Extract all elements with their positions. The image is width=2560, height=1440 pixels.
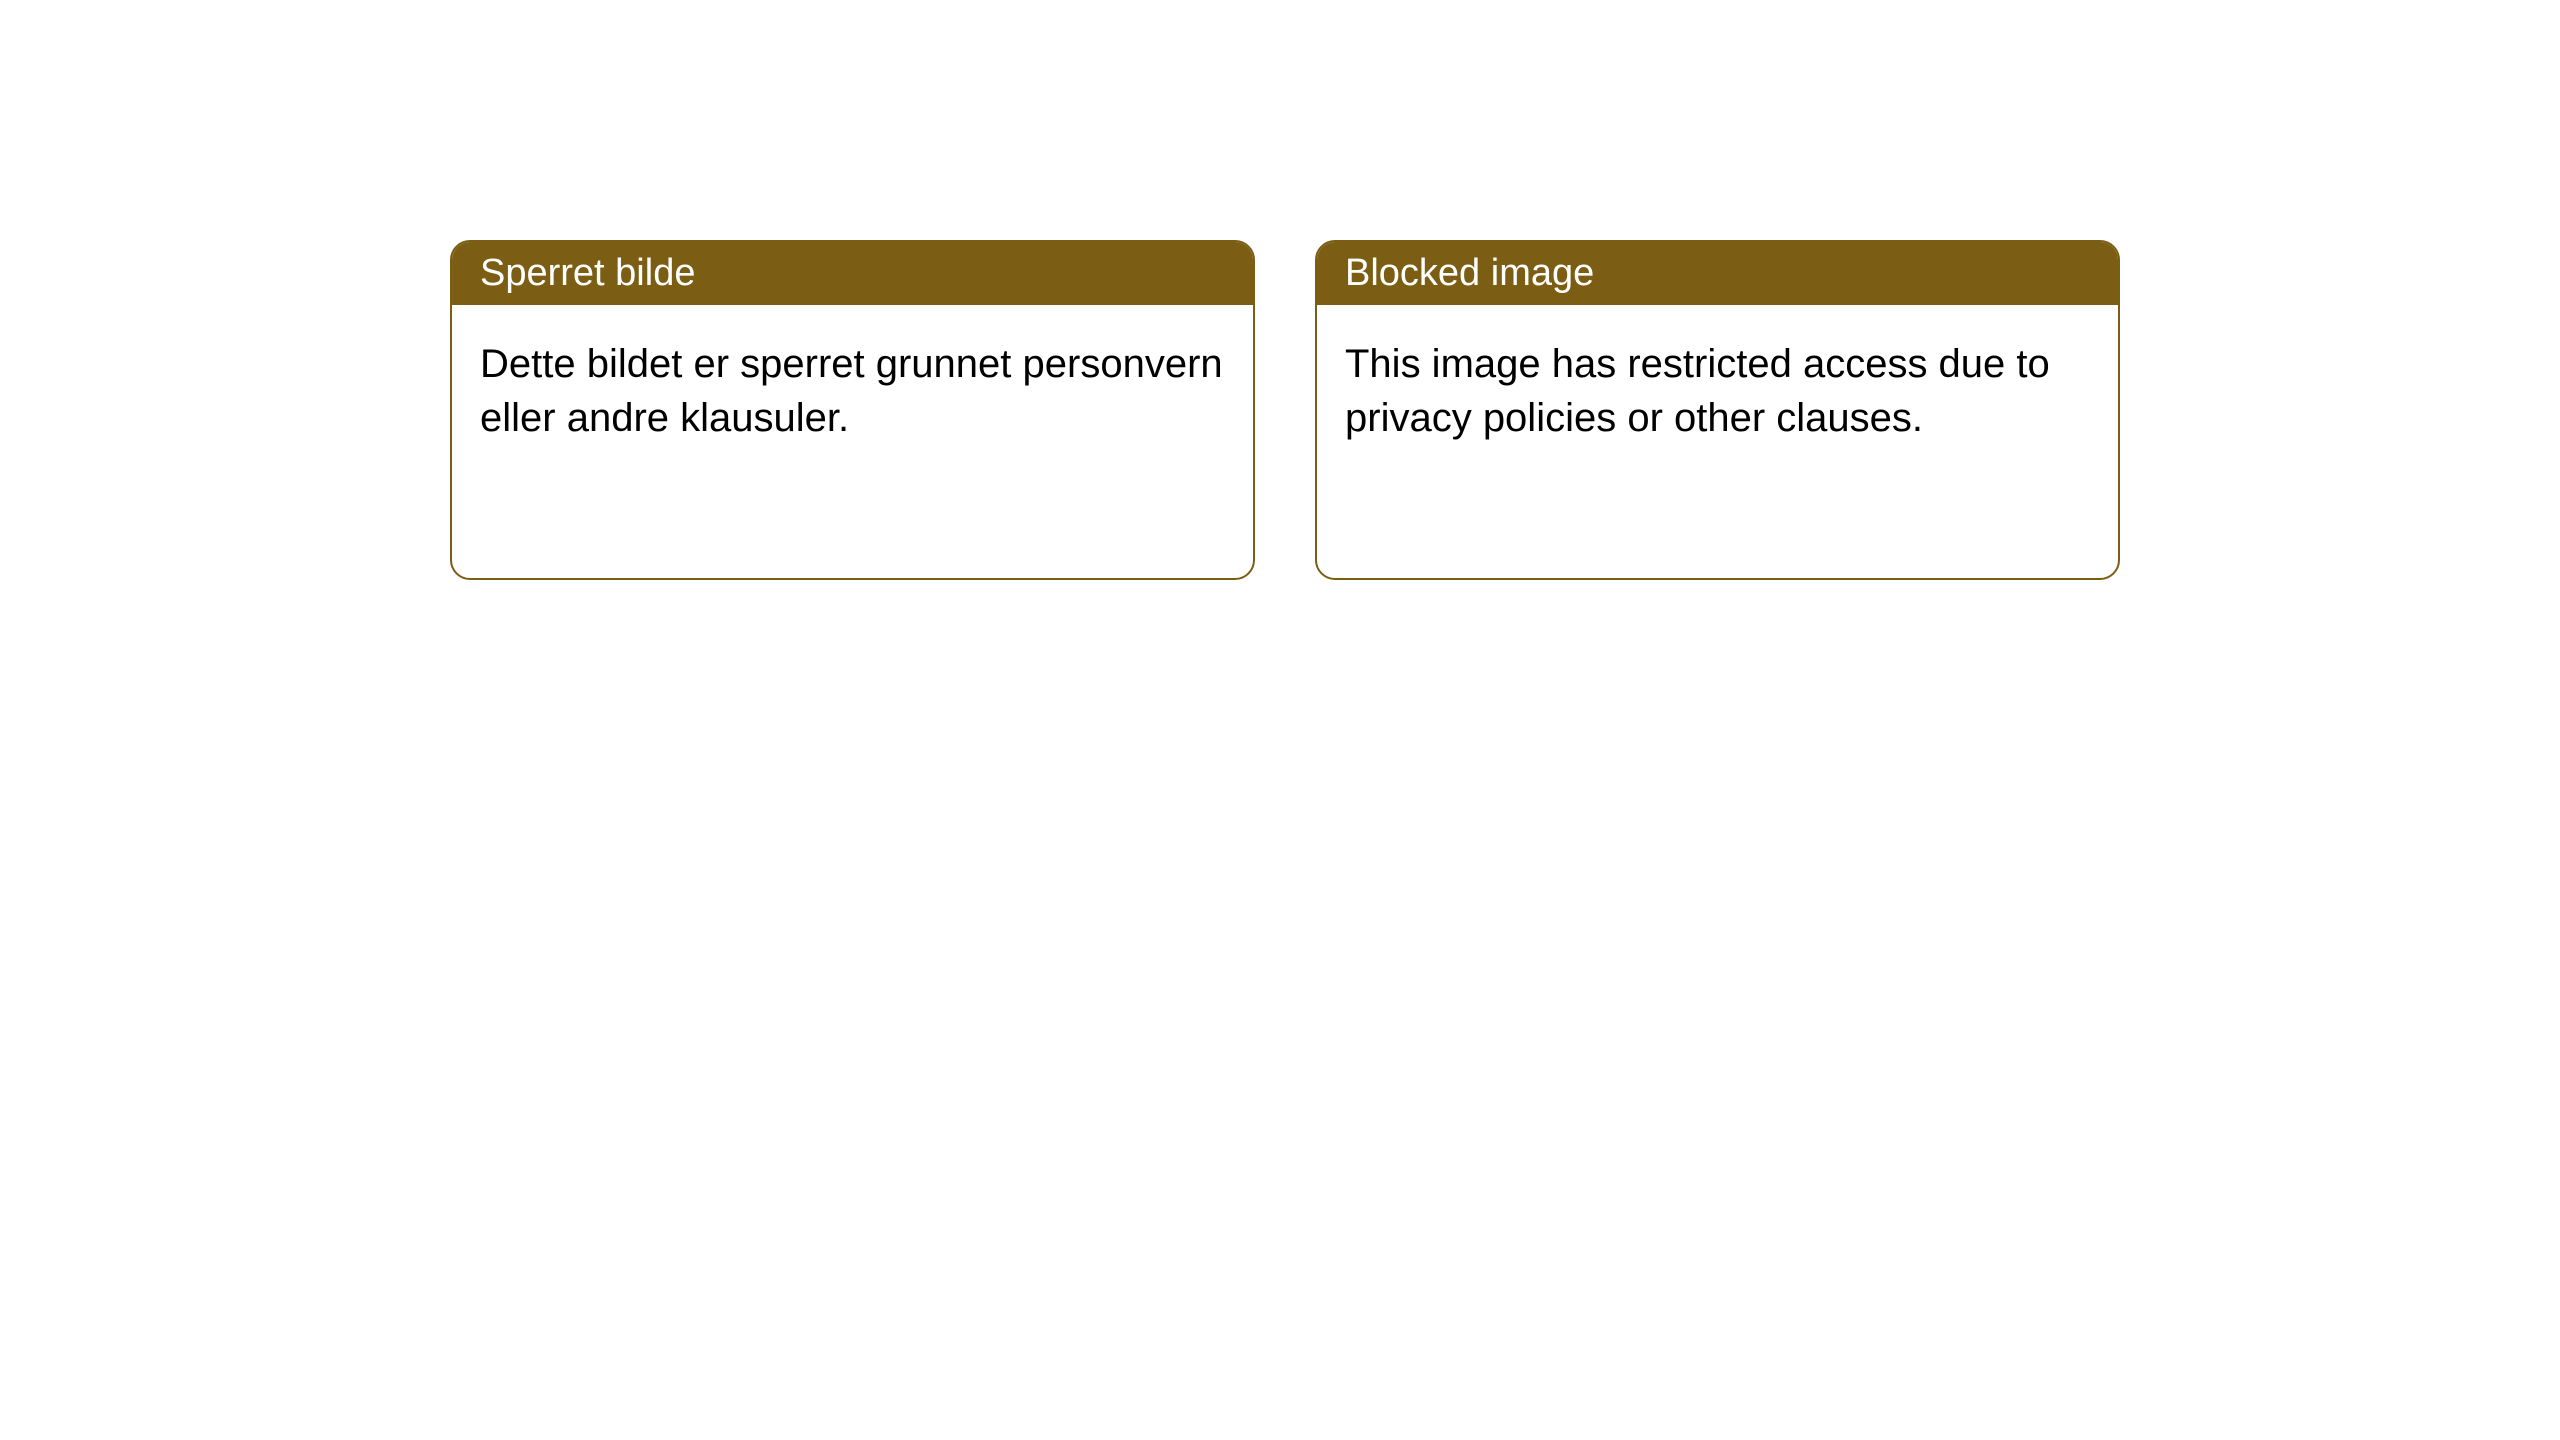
notice-header-no: Sperret bilde [452, 242, 1253, 305]
notice-text-no: Dette bildet er sperret grunnet personve… [480, 342, 1223, 440]
notice-card-en: Blocked image This image has restricted … [1315, 240, 2120, 580]
notice-card-no: Sperret bilde Dette bildet er sperret gr… [450, 240, 1255, 580]
notice-header-en: Blocked image [1317, 242, 2118, 305]
notice-body-no: Dette bildet er sperret grunnet personve… [452, 305, 1253, 477]
notice-text-en: This image has restricted access due to … [1345, 342, 2050, 440]
notice-container: Sperret bilde Dette bildet er sperret gr… [0, 0, 2560, 580]
notice-body-en: This image has restricted access due to … [1317, 305, 2118, 477]
notice-title-en: Blocked image [1345, 252, 1594, 294]
notice-title-no: Sperret bilde [480, 252, 695, 294]
